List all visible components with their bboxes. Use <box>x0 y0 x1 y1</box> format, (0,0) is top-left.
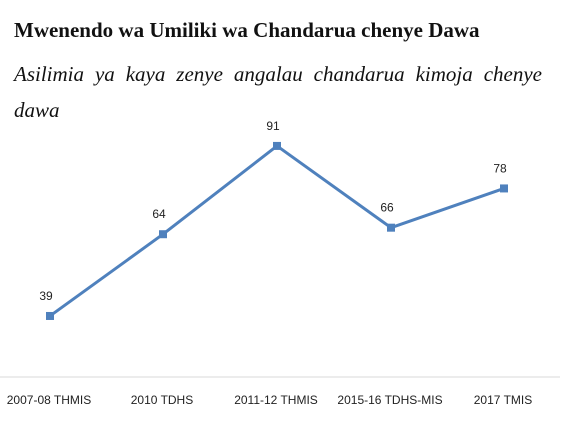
x-tick-label: 2007-08 THMIS <box>7 393 92 407</box>
x-tick-label: 2010 TDHS <box>131 393 193 407</box>
data-label: 78 <box>493 161 507 175</box>
x-tick-label: 2011-12 THMIS <box>234 393 318 407</box>
x-tick-label: 2017 TMIS <box>474 393 532 407</box>
chart-subtitle: Asilimia ya kaya zenye angalau chandarua… <box>14 62 542 122</box>
data-label: 91 <box>266 119 280 133</box>
data-label: 66 <box>380 201 394 215</box>
data-point-marker <box>159 230 167 239</box>
data-point-marker <box>500 184 508 193</box>
data-label: 64 <box>152 207 166 221</box>
data-point-marker <box>387 223 395 232</box>
data-point-marker <box>273 141 281 150</box>
x-tick-label: 2015-16 TDHS-MIS <box>337 393 442 407</box>
series-line <box>49 144 505 318</box>
data-point-marker <box>46 311 54 320</box>
chart-title: Mwenendo wa Umiliki wa Chandarua chenye … <box>14 18 480 42</box>
data-label: 39 <box>39 289 53 303</box>
x-axis-ticks: 2007-08 THMIS 2010 TDHS 2011-12 THMIS 2015-… <box>7 393 532 407</box>
plot-area: 39 64 91 66 78 <box>39 119 508 320</box>
